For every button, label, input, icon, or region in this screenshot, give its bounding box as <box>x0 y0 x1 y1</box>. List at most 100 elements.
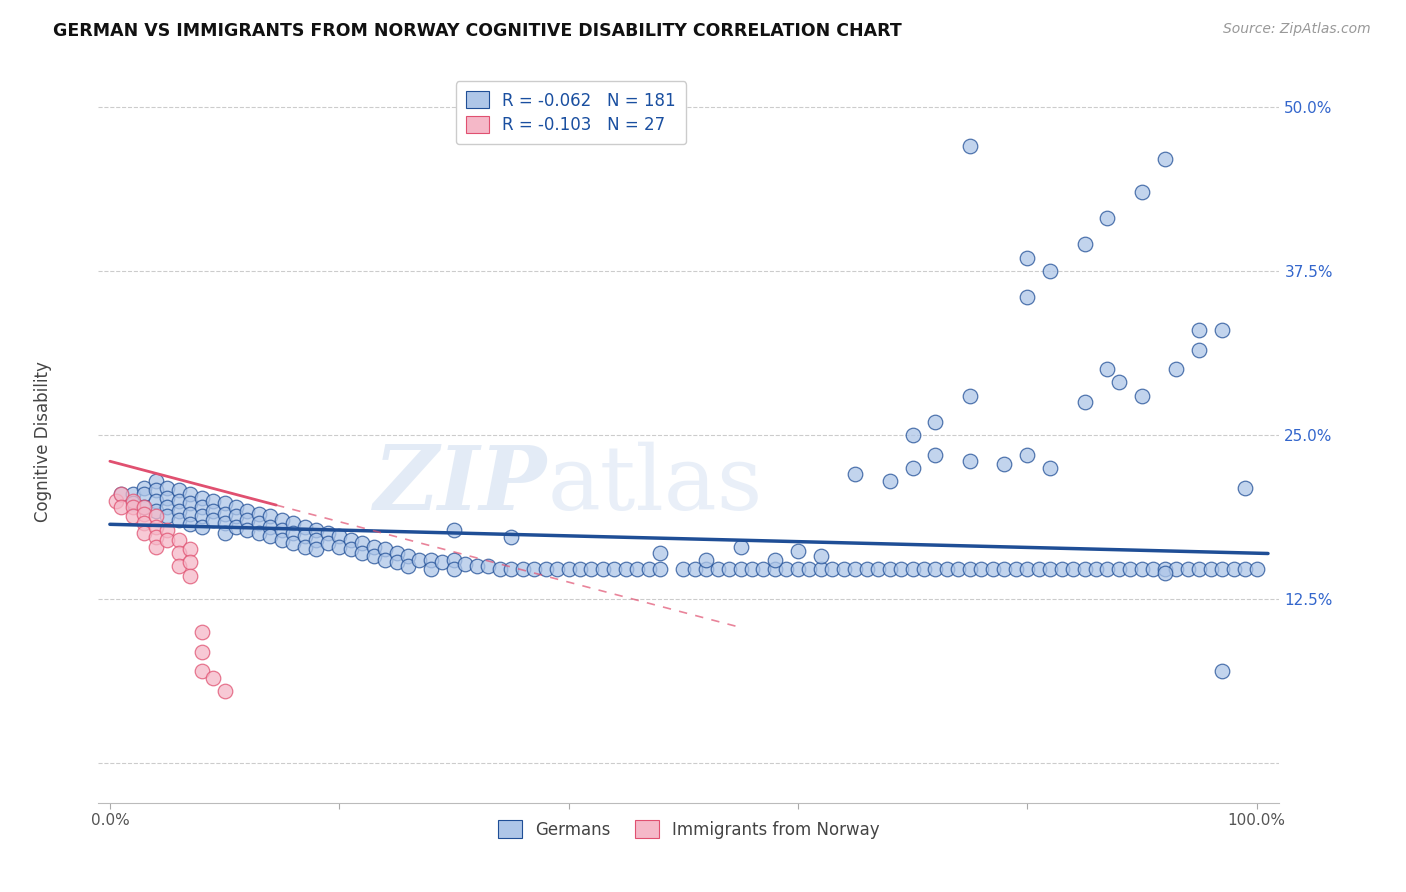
Point <box>202 513 225 527</box>
Point <box>432 555 454 569</box>
Point <box>1234 562 1257 576</box>
Point <box>465 559 488 574</box>
Point <box>134 481 156 495</box>
Point <box>110 487 132 501</box>
Point <box>1188 343 1211 357</box>
Point <box>214 507 236 521</box>
Point <box>145 504 167 518</box>
Point <box>145 509 167 524</box>
Point <box>1039 460 1062 475</box>
Point <box>786 543 808 558</box>
Point <box>167 513 190 527</box>
Point <box>270 513 292 527</box>
Point <box>167 504 190 518</box>
Point <box>879 474 901 488</box>
Point <box>316 535 339 549</box>
Point <box>134 507 156 521</box>
Point <box>626 562 648 576</box>
Point <box>339 533 361 547</box>
Point <box>1211 562 1233 576</box>
Point <box>488 562 510 576</box>
Point <box>948 562 970 576</box>
Point <box>121 500 143 515</box>
Point <box>1166 562 1188 576</box>
Point <box>156 491 179 505</box>
Point <box>1097 562 1119 576</box>
Point <box>1017 448 1039 462</box>
Point <box>1085 562 1108 576</box>
Y-axis label: Cognitive Disability: Cognitive Disability <box>34 361 52 522</box>
Point <box>775 562 797 576</box>
Point <box>1142 562 1164 576</box>
Point <box>810 562 832 576</box>
Point <box>706 562 728 576</box>
Point <box>443 523 465 537</box>
Point <box>454 557 477 571</box>
Point <box>1062 562 1084 576</box>
Point <box>167 546 190 560</box>
Point <box>420 553 443 567</box>
Point <box>534 562 557 576</box>
Point <box>145 531 167 545</box>
Point <box>1073 562 1095 576</box>
Point <box>305 533 328 547</box>
Point <box>1119 562 1142 576</box>
Point <box>523 562 546 576</box>
Point <box>236 513 259 527</box>
Point <box>763 562 786 576</box>
Point <box>844 467 866 482</box>
Point <box>104 493 127 508</box>
Point <box>316 526 339 541</box>
Legend: Germans, Immigrants from Norway: Germans, Immigrants from Norway <box>488 811 890 848</box>
Point <box>294 540 316 554</box>
Point <box>121 509 143 524</box>
Point <box>225 509 247 524</box>
Point <box>134 526 156 541</box>
Point <box>695 562 717 576</box>
Point <box>1097 362 1119 376</box>
Point <box>339 542 361 557</box>
Point <box>134 500 156 515</box>
Point <box>993 457 1015 471</box>
Point <box>1108 376 1130 390</box>
Point <box>1153 562 1175 576</box>
Point <box>179 542 201 557</box>
Point <box>546 562 568 576</box>
Point <box>981 562 1004 576</box>
Point <box>374 553 396 567</box>
Point <box>179 517 201 532</box>
Point <box>247 507 270 521</box>
Point <box>924 415 946 429</box>
Text: GERMAN VS IMMIGRANTS FROM NORWAY COGNITIVE DISABILITY CORRELATION CHART: GERMAN VS IMMIGRANTS FROM NORWAY COGNITI… <box>53 22 903 40</box>
Point <box>730 562 752 576</box>
Point <box>901 562 924 576</box>
Point <box>167 559 190 574</box>
Point <box>501 562 523 576</box>
Point <box>328 540 350 554</box>
Point <box>1211 665 1233 679</box>
Point <box>868 562 890 576</box>
Point <box>167 533 190 547</box>
Point <box>283 526 305 541</box>
Point <box>202 671 225 685</box>
Point <box>214 496 236 510</box>
Point <box>236 523 259 537</box>
Point <box>214 526 236 541</box>
Point <box>959 388 981 402</box>
Point <box>236 504 259 518</box>
Point <box>145 493 167 508</box>
Point <box>270 523 292 537</box>
Point <box>650 546 672 560</box>
Point <box>270 533 292 547</box>
Point <box>145 520 167 534</box>
Point <box>190 520 212 534</box>
Point <box>443 553 465 567</box>
Point <box>179 496 201 510</box>
Point <box>167 493 190 508</box>
Point <box>855 562 877 576</box>
Point <box>810 549 832 563</box>
Point <box>385 546 408 560</box>
Point <box>420 562 443 576</box>
Point <box>1130 388 1153 402</box>
Point <box>1050 562 1073 576</box>
